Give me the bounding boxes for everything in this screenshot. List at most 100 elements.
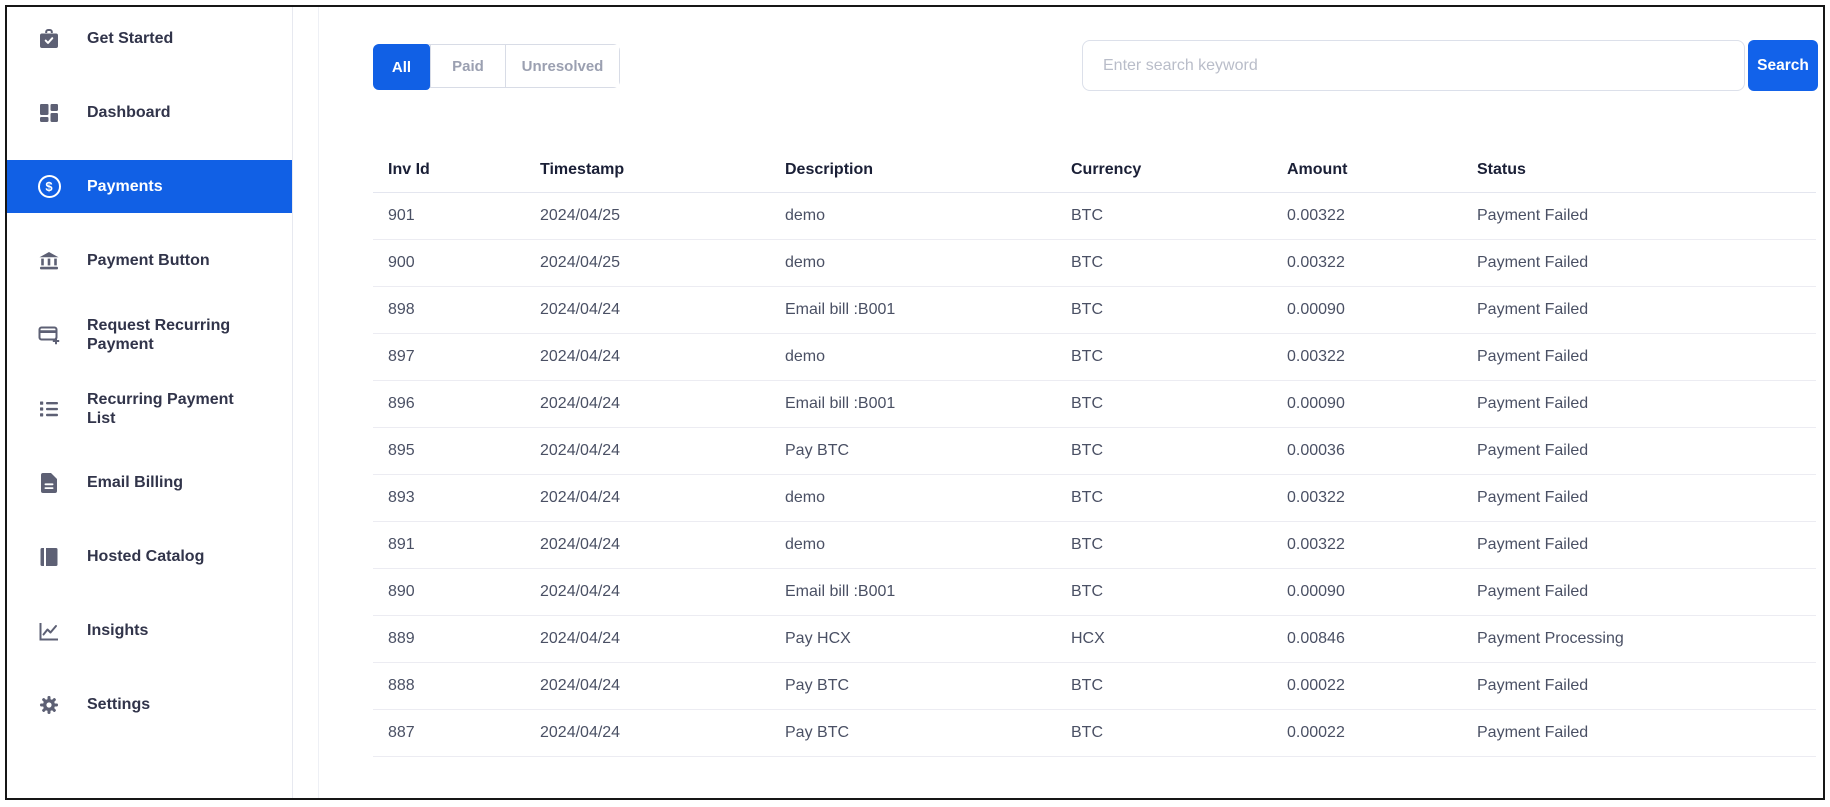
- timestamp-cell: 2024/04/24: [525, 380, 770, 428]
- inv-id-cell: 896: [373, 380, 525, 428]
- inv-id-cell: 895: [373, 427, 525, 475]
- inv-id-cell: 888: [373, 662, 525, 710]
- sidebar-item-hosted-catalog[interactable]: Hosted Catalog: [7, 530, 292, 583]
- sidebar-item-label: Request Recurring Payment: [87, 316, 231, 353]
- currency-cell: BTC: [1056, 286, 1272, 334]
- inv-id-cell: 890: [373, 568, 525, 616]
- filter-tab-unresolved[interactable]: Unresolved: [505, 45, 619, 87]
- status-cell: Payment Failed: [1462, 286, 1816, 334]
- currency-cell: BTC: [1056, 521, 1272, 569]
- search-area: Search: [1082, 40, 1818, 91]
- line-chart-icon: [37, 619, 61, 643]
- table-row[interactable]: 900 2024/04/25 demo BTC 0.00322 Payment Faile…: [373, 239, 1816, 287]
- grid-icon: [37, 101, 61, 125]
- currency-cell: BTC: [1056, 239, 1272, 287]
- status-cell: Payment Failed: [1462, 333, 1816, 381]
- sidebar-item-dashboard[interactable]: Dashboard: [7, 86, 292, 139]
- amount-cell: 0.00322: [1272, 521, 1462, 569]
- sidebar-item-get-started[interactable]: Get Started: [7, 12, 292, 65]
- column-header: Status: [1462, 150, 1816, 193]
- payments-table: Inv Id Timestamp Description Currency Amount…: [373, 150, 1816, 757]
- inv-id-cell: 900: [373, 239, 525, 287]
- table-row[interactable]: 895 2024/04/24 Pay BTC BTC 0.00036 Payment Fa…: [373, 427, 1816, 475]
- description-cell: demo: [770, 333, 1056, 381]
- timestamp-cell: 2024/04/24: [525, 662, 770, 710]
- sidebar-item-request-recurring-payment[interactable]: Request Recurring Payment: [7, 308, 292, 361]
- sidebar-item-email-billing[interactable]: Email Billing: [7, 456, 292, 509]
- table-header-row: Inv Id Timestamp Description Currency Amount…: [373, 150, 1816, 193]
- inv-id-cell: 898: [373, 286, 525, 334]
- timestamp-cell: 2024/04/24: [525, 521, 770, 569]
- dollar-circle-icon: $: [37, 175, 61, 199]
- sidebar: Get Started Dashboard $ Payments Payment But…: [7, 7, 293, 798]
- sidebar-item-label: Insights: [87, 622, 149, 639]
- table-row[interactable]: 896 2024/04/24 Email bill :B001 BTC 0.00090 P…: [373, 380, 1816, 428]
- currency-cell: BTC: [1056, 709, 1272, 757]
- column-header: Description: [770, 150, 1056, 193]
- description-cell: Pay BTC: [770, 709, 1056, 757]
- timestamp-cell: 2024/04/24: [525, 333, 770, 381]
- description-cell: demo: [770, 474, 1056, 522]
- amount-cell: 0.00322: [1272, 474, 1462, 522]
- sidebar-item-label: Dashboard: [87, 104, 171, 121]
- sidebar-item-label: Email Billing: [87, 474, 184, 491]
- description-cell: demo: [770, 192, 1056, 240]
- bank-icon: [37, 249, 61, 273]
- inv-id-cell: 893: [373, 474, 525, 522]
- search-button[interactable]: Search: [1748, 40, 1818, 91]
- column-header: Timestamp: [525, 150, 770, 193]
- table-row[interactable]: 893 2024/04/24 demo BTC 0.00322 Payment Faile…: [373, 474, 1816, 522]
- amount-cell: 0.00022: [1272, 662, 1462, 710]
- currency-cell: BTC: [1056, 474, 1272, 522]
- table-row[interactable]: 901 2024/04/25 demo BTC 0.00322 Payment Faile…: [373, 192, 1816, 240]
- filter-tab-all[interactable]: All: [373, 44, 430, 90]
- status-cell: Payment Failed: [1462, 192, 1816, 240]
- column-header: Amount: [1272, 150, 1462, 193]
- inv-id-cell: 897: [373, 333, 525, 381]
- search-input[interactable]: [1082, 40, 1745, 91]
- sidebar-item-label: Payment Button: [87, 252, 210, 269]
- description-cell: Email bill :B001: [770, 568, 1056, 616]
- table-row[interactable]: 889 2024/04/24 Pay HCX HCX 0.00846 Payment Pr…: [373, 615, 1816, 663]
- clipboard-check-icon: [37, 27, 61, 51]
- status-cell: Payment Failed: [1462, 427, 1816, 475]
- table-row[interactable]: 888 2024/04/24 Pay BTC BTC 0.00022 Payment Fa…: [373, 662, 1816, 710]
- amount-cell: 0.00090: [1272, 286, 1462, 334]
- timestamp-cell: 2024/04/25: [525, 239, 770, 287]
- table-row[interactable]: 891 2024/04/24 demo BTC 0.00322 Payment Faile…: [373, 521, 1816, 569]
- currency-cell: HCX: [1056, 615, 1272, 663]
- sidebar-item-settings[interactable]: Settings: [7, 678, 292, 731]
- amount-cell: 0.00022: [1272, 709, 1462, 757]
- timestamp-cell: 2024/04/24: [525, 286, 770, 334]
- sidebar-item-insights[interactable]: Insights: [7, 604, 292, 657]
- sidebar-item-payment-button[interactable]: Payment Button: [7, 234, 292, 287]
- sidebar-item-recurring-payment-list[interactable]: Recurring Payment List: [7, 382, 292, 435]
- filter-tab-paid[interactable]: Paid: [430, 45, 505, 87]
- status-cell: Payment Failed: [1462, 521, 1816, 569]
- amount-cell: 0.00322: [1272, 239, 1462, 287]
- status-cell: Payment Failed: [1462, 568, 1816, 616]
- filter-tab-group: All Paid Unresolved: [373, 44, 620, 90]
- table-row[interactable]: 898 2024/04/24 Email bill :B001 BTC 0.00090 P…: [373, 286, 1816, 334]
- sidebar-item-payments[interactable]: $ Payments: [7, 160, 292, 213]
- inv-id-cell: 891: [373, 521, 525, 569]
- book-icon: [37, 545, 61, 569]
- document-icon: [37, 471, 61, 495]
- sidebar-item-label: Hosted Catalog: [87, 548, 205, 565]
- table-row[interactable]: 897 2024/04/24 demo BTC 0.00322 Payment Faile…: [373, 333, 1816, 381]
- description-cell: Pay BTC: [770, 662, 1056, 710]
- status-cell: Payment Failed: [1462, 380, 1816, 428]
- amount-cell: 0.00090: [1272, 568, 1462, 616]
- currency-cell: BTC: [1056, 192, 1272, 240]
- inv-id-cell: 901: [373, 192, 525, 240]
- timestamp-cell: 2024/04/24: [525, 568, 770, 616]
- column-header: Currency: [1056, 150, 1272, 193]
- table-body: 901 2024/04/25 demo BTC 0.00322 Payment Faile…: [373, 192, 1816, 757]
- sidebar-item-label: Payments: [87, 178, 163, 195]
- description-cell: demo: [770, 521, 1056, 569]
- sidebar-item-label: Recurring Payment List: [87, 390, 234, 427]
- table-row[interactable]: 887 2024/04/24 Pay BTC BTC 0.00022 Payment Fa…: [373, 709, 1816, 757]
- timestamp-cell: 2024/04/24: [525, 427, 770, 475]
- table-row[interactable]: 890 2024/04/24 Email bill :B001 BTC 0.00090 P…: [373, 568, 1816, 616]
